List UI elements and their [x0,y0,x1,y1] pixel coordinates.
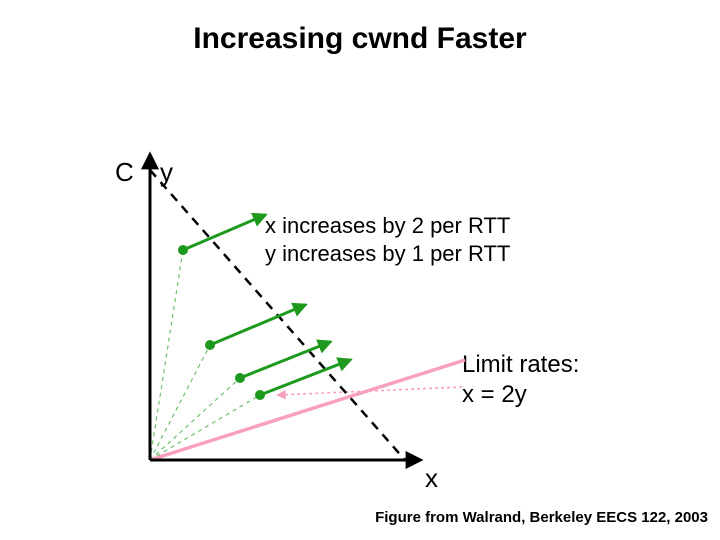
plot [0,0,720,540]
slide: Increasing cwnd Faster C y x x increases… [0,0,720,540]
